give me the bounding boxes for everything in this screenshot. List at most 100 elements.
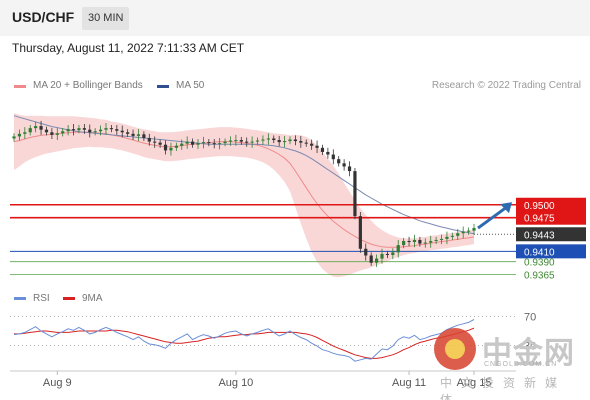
candle-body [239,140,243,142]
candle-body [364,248,368,256]
candle-body [39,126,43,130]
candle-body [98,129,103,132]
candle-body [347,166,352,172]
candle-body [402,240,406,246]
watermark-title: 中金网 [482,336,575,371]
candle-body [55,133,59,135]
candle-body [331,154,335,160]
candle-body [131,133,135,136]
candle-body [17,133,22,137]
rsi-chart: 70 30 [10,312,536,362]
watermark-url: CNGOLD.COM.CN [484,361,558,368]
rsi-swatch [14,297,26,300]
candle-body [342,163,346,167]
candle-body [109,128,114,130]
candle-body [174,145,178,148]
candle-body [288,139,292,142]
candle-body [50,132,54,135]
candle-body [185,141,189,144]
candle-body [380,253,384,259]
candle-body [120,130,124,133]
candle-body [136,134,141,136]
rsi-level-label: 70 [524,312,536,324]
candle-body [28,128,32,133]
ma50-legend: MA 50 [176,80,205,91]
candle-body [104,128,108,130]
candle-body [234,140,238,142]
candle-body [82,128,86,130]
level-label: 0.9390 [524,258,555,269]
level-label: 0.9410 [524,247,555,258]
candle-body [277,140,281,143]
candle-body [353,171,357,217]
candle-body [461,231,465,234]
level-label: 0.9365 [524,271,555,282]
candle-body [310,143,314,146]
candle-body [163,144,168,151]
level-label-box [516,244,586,259]
candle-body [407,240,411,243]
candle-body [218,143,222,145]
timeframe-button[interactable]: 30 MIN [82,7,130,30]
candle-body [466,230,471,232]
candle-body [412,239,417,243]
x-axis: Aug 9 Aug 10 Aug 11 Aug 15 [10,370,516,389]
candle-body [77,128,81,131]
timestamp: Thursday, August 11, 2022 7:11:33 AM CET [12,41,245,55]
candle-body [369,255,373,263]
candle-body [439,238,444,240]
candle-body [196,143,200,145]
candle-body [61,131,65,134]
candle-body [434,239,438,241]
candle-body [223,141,227,144]
candle-body [142,134,146,138]
candle-body [326,151,330,155]
ma20-swatch [14,85,26,88]
level-label: 0.9500 [524,201,555,212]
candle-body [201,142,206,144]
candle-body [320,147,325,152]
candle-body [385,253,390,255]
ma9-swatch [63,297,75,300]
candle-body [115,129,119,131]
candle-body [169,147,173,151]
level-label-box [516,227,586,242]
candle-body [358,216,362,249]
candle-body [12,136,16,139]
ma20-legend: MA 20 + Bollinger Bands [33,80,143,91]
rsi-9ma-line [14,327,475,359]
candle-body [245,141,249,143]
candle-body [88,129,92,133]
x-tick-label: Aug 15 [457,377,492,389]
watermark-subtitle: 中文投资新媒体 [440,376,567,400]
level-label-box [516,197,586,212]
candle-body [266,138,270,140]
candle-body [190,141,195,145]
candle-body [396,245,400,253]
ma50-line [13,115,475,235]
x-tick-label: Aug 11 [392,377,426,389]
candle-body [337,159,341,164]
candle-body [158,142,162,145]
candle-body [261,139,265,141]
candle-body [423,242,427,244]
candle-body [304,142,308,144]
candle-body [450,235,454,237]
candle-body [93,131,97,133]
level-label: 0.9475 [524,214,555,225]
candle-body [44,129,49,133]
candle-body [472,228,476,231]
rsi-line [13,319,475,362]
candle-body [207,142,211,144]
rsi-legend: RSI [33,293,50,304]
candle-body [34,126,38,129]
rsi-level-label: 30 [524,340,536,352]
ma9-legend: 9MA [82,293,103,304]
x-tick-label: Aug 10 [218,377,253,389]
candle-body [153,141,157,143]
x-tick-label: Aug 9 [43,377,72,389]
candle-body [282,141,287,143]
candle-body [126,132,130,134]
forecast-arrow-shaft [477,204,509,230]
